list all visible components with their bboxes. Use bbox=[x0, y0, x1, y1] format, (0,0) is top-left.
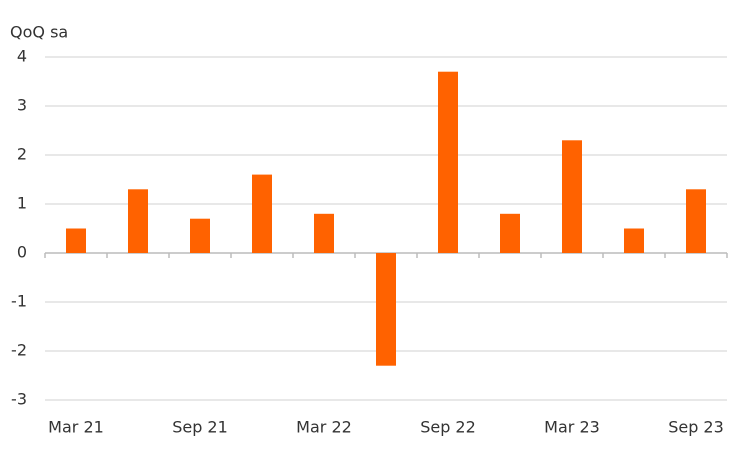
bar bbox=[128, 189, 148, 253]
bar bbox=[438, 71, 458, 253]
x-tick-label: Sep 22 bbox=[420, 418, 476, 437]
x-tick-label: Mar 21 bbox=[48, 418, 104, 437]
bar bbox=[252, 174, 272, 253]
bar bbox=[66, 228, 86, 253]
y-tick-label: 1 bbox=[17, 194, 27, 213]
x-tick-label: Sep 23 bbox=[668, 418, 724, 437]
bar bbox=[500, 213, 520, 253]
y-tick-label: -2 bbox=[11, 341, 27, 360]
y-tick-label: 2 bbox=[17, 145, 27, 164]
x-tick-label: Sep 21 bbox=[172, 418, 228, 437]
y-tick-label: 0 bbox=[17, 243, 27, 262]
y-tick-label: -1 bbox=[11, 292, 27, 311]
bar bbox=[624, 228, 644, 253]
bar bbox=[190, 218, 210, 253]
y-axis-label: QoQ sa bbox=[10, 23, 68, 42]
y-tick-label: -3 bbox=[11, 390, 27, 409]
bar bbox=[314, 213, 334, 253]
x-tick-label: Mar 23 bbox=[544, 418, 600, 437]
bar bbox=[562, 140, 582, 253]
y-tick-label: 3 bbox=[17, 96, 27, 115]
y-tick-label: 4 bbox=[17, 47, 27, 66]
x-tick-label: Mar 22 bbox=[296, 418, 352, 437]
bar bbox=[376, 253, 396, 366]
bar bbox=[686, 189, 706, 253]
